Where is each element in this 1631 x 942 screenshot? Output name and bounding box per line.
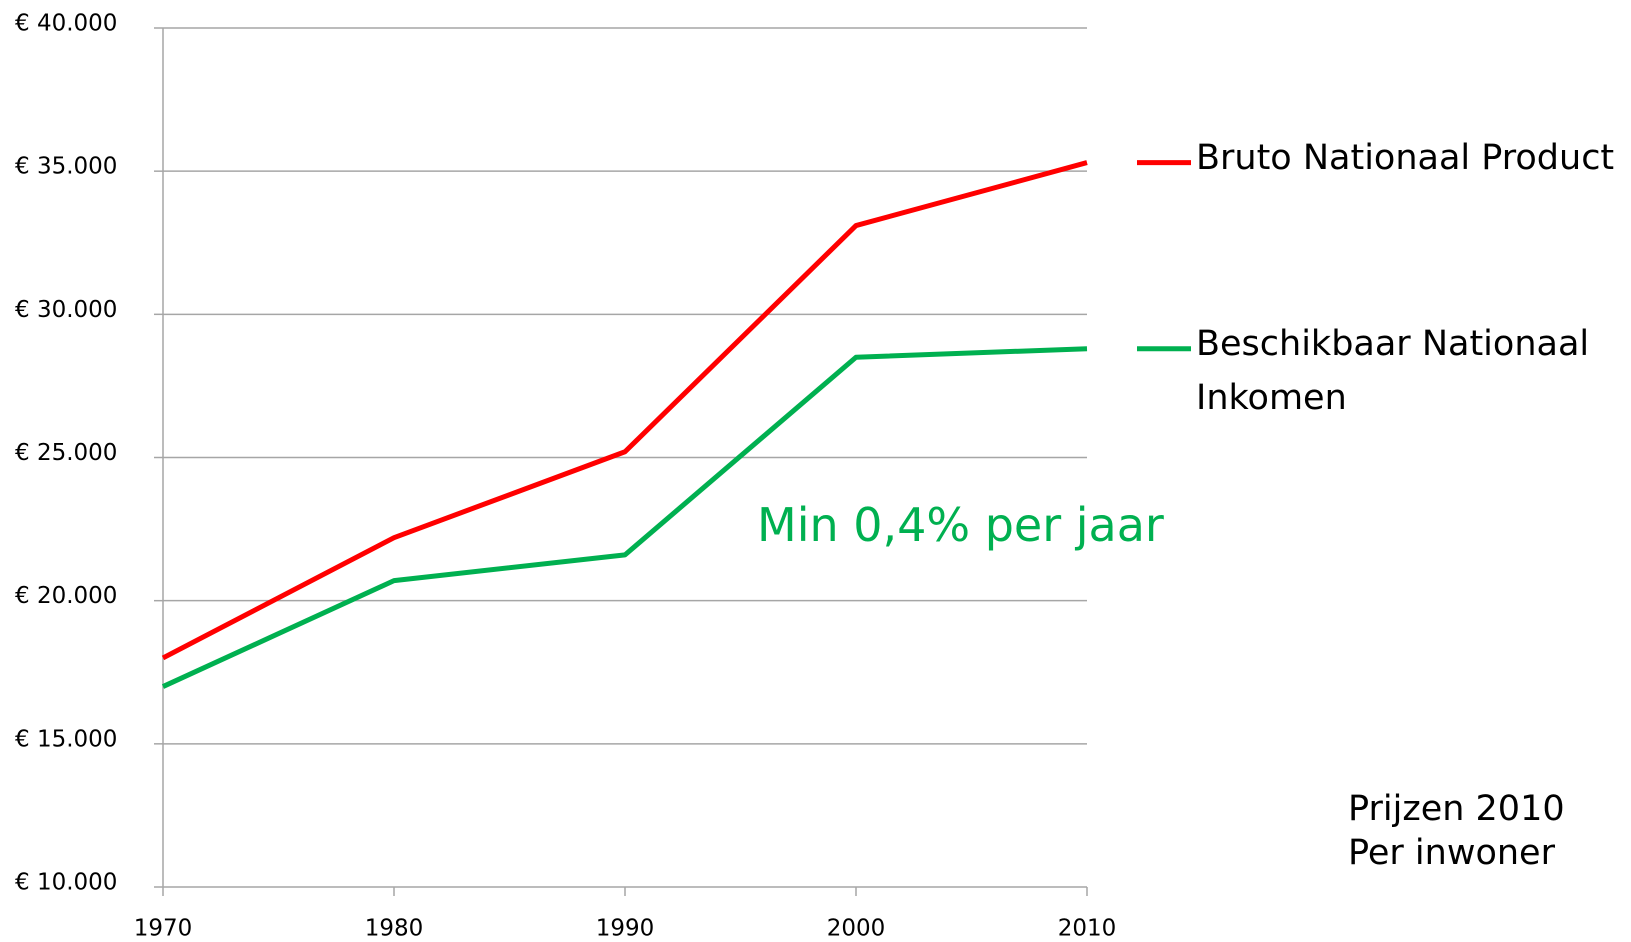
y-tick-label: € 15.000 (15, 726, 117, 752)
legend-label: Bruto Nationaal Product (1196, 137, 1615, 178)
annotation: Min 0,4% per jaar (757, 498, 1164, 552)
y-tick-label: € 40.000 (15, 11, 117, 37)
y-tick-label: € 10.000 (15, 870, 117, 896)
x-tick-label: 2000 (827, 916, 886, 942)
y-tick-label: € 35.000 (15, 154, 117, 180)
y-tick-label: € 25.000 (15, 440, 117, 466)
x-tick-label: 1970 (134, 916, 193, 942)
line (161, 160, 1088, 661)
note: Prijzen 2010 (1348, 789, 1565, 829)
y-tick-label: € 20.000 (15, 583, 117, 609)
note: Per inwoner (1348, 833, 1555, 873)
legend-label: Beschikbaar Nationaal Inkomen (1196, 323, 1590, 418)
x-tick-label: 1990 (596, 916, 655, 942)
x-tick-label: 2010 (1058, 916, 1117, 942)
line (161, 346, 1088, 689)
y-tick-label: € 30.000 (15, 297, 117, 323)
x-tick-label: 1980 (365, 916, 424, 942)
